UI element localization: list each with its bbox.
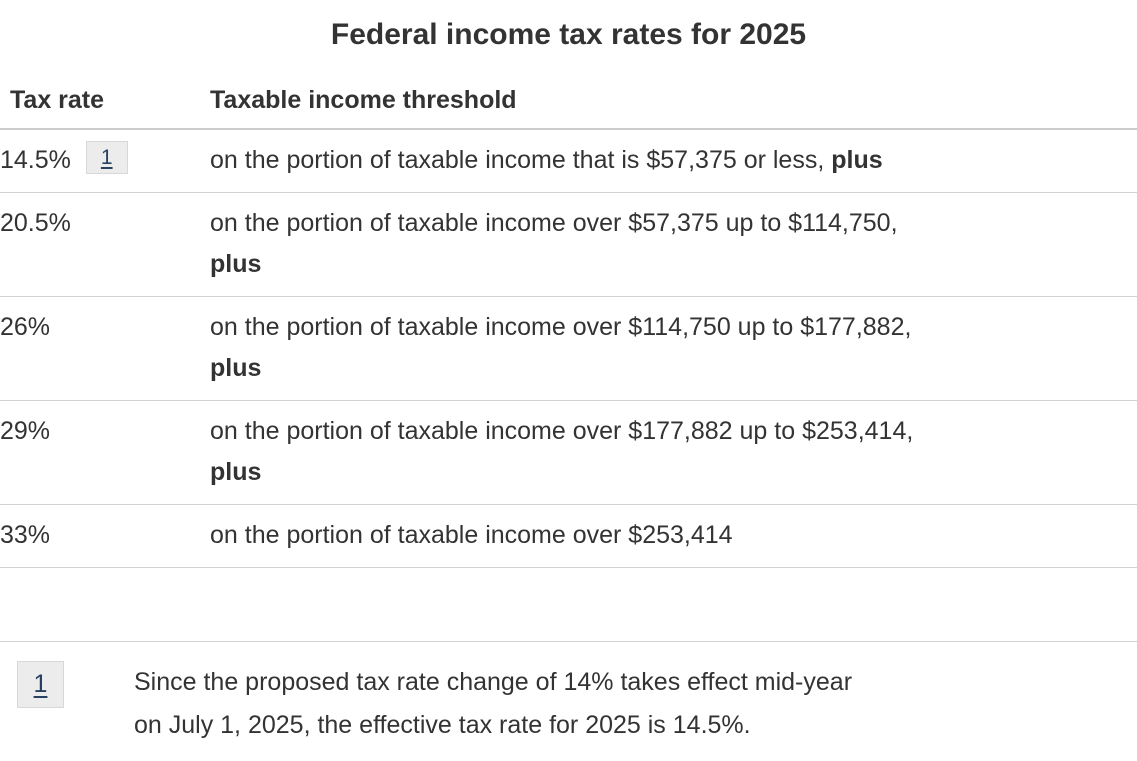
- tax-rate-value: 26%: [0, 313, 51, 341]
- threshold-text: on the portion of taxable income over $2…: [210, 521, 733, 549]
- tax-rate-table: Tax rate Taxable income threshold 14.5% 1…: [0, 56, 1137, 568]
- table-row: 14.5% 1 on the portion of taxable income …: [0, 129, 1137, 193]
- footnote-text-line: Since the proposed tax rate change of 14…: [134, 668, 853, 696]
- threshold-cell: on the portion of taxable income over $1…: [210, 296, 1137, 401]
- table-row: 26% on the portion of taxable income ove…: [0, 296, 1137, 401]
- threshold-cell: on the portion of taxable income over $1…: [210, 400, 1137, 505]
- plus-label: plus: [831, 146, 883, 174]
- tax-rate-cell: 20.5%: [0, 192, 210, 297]
- table-header-row: Tax rate Taxable income threshold: [0, 56, 1137, 130]
- footnotes-section: 1 Since the proposed tax rate change of …: [0, 641, 1137, 747]
- tax-rate-value: 14.5%: [0, 146, 71, 174]
- threshold-text: on the portion of taxable income that is…: [210, 146, 825, 174]
- tax-rate-value: 20.5%: [0, 209, 71, 237]
- page-title: Federal income tax rates for 2025: [330, 18, 807, 51]
- tax-rate-cell: 33%: [0, 504, 210, 568]
- tax-rate-value: 29%: [0, 417, 51, 445]
- threshold-text: on the portion of taxable income over $1…: [210, 417, 914, 445]
- footnote-number-link[interactable]: 1: [17, 661, 64, 708]
- threshold-text: on the portion of taxable income over $5…: [210, 209, 898, 237]
- plus-label: plus: [210, 458, 262, 486]
- plus-label: plus: [210, 250, 262, 278]
- plus-label: plus: [210, 354, 262, 382]
- threshold-text: on the portion of taxable income over $1…: [210, 313, 912, 341]
- threshold-cell: on the portion of taxable income that is…: [210, 129, 1137, 193]
- tax-rate-value: 33%: [0, 521, 51, 549]
- footnote-text: Since the proposed tax rate change of 14…: [134, 661, 852, 747]
- tax-rate-cell: 29%: [0, 400, 210, 505]
- threshold-cell: on the portion of taxable income over $2…: [210, 504, 1137, 568]
- threshold-cell: on the portion of taxable income over $5…: [210, 192, 1137, 297]
- table-row: 20.5% on the portion of taxable income o…: [0, 192, 1137, 297]
- tax-rate-cell: 26%: [0, 296, 210, 401]
- column-header-threshold: Taxable income threshold: [210, 56, 1137, 130]
- column-header-tax-rate: Tax rate: [0, 56, 210, 130]
- table-row: 29% on the portion of taxable income ove…: [0, 400, 1137, 505]
- footnote-text-line: on July 1, 2025, the effective tax rate …: [134, 711, 751, 739]
- footnote-ref-link[interactable]: 1: [85, 141, 128, 174]
- table-row: 33% on the portion of taxable income ove…: [0, 504, 1137, 568]
- tax-rate-cell: 14.5% 1: [0, 129, 210, 193]
